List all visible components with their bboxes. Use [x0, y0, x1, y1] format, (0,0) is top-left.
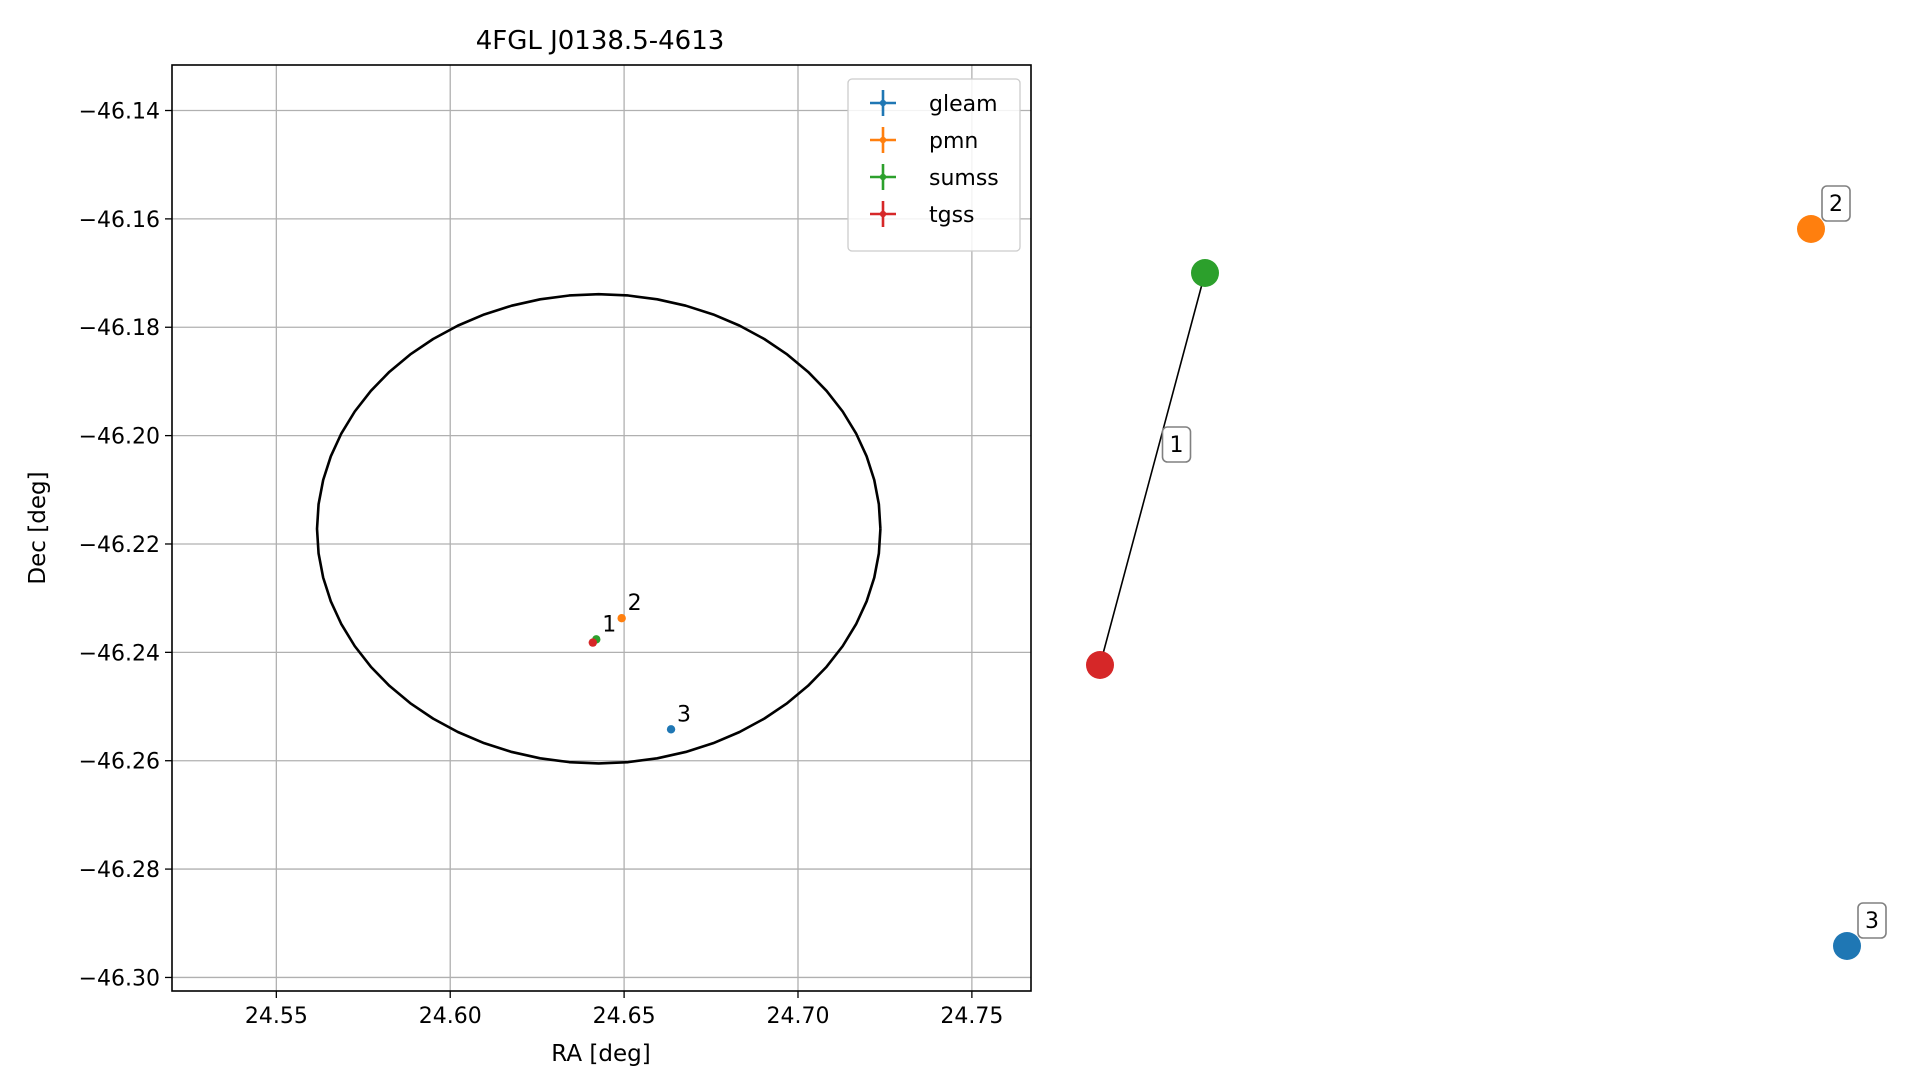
point-annotation: 2: [628, 591, 642, 616]
legend-label-gleam: gleam: [929, 92, 998, 117]
y-axis-ticks: −46.14 −46.16 −46.18 −46.20 −46.22 −46.24 −46.…: [79, 100, 172, 991]
legend-marker-dot-pmn: [879, 136, 887, 144]
node-label-box: [1821, 185, 1851, 222]
graph-edge: [1099, 272, 1206, 666]
legend-label-pmn: pmn: [929, 129, 978, 154]
y-tick-label: −46.20: [79, 425, 160, 450]
uncertainty-ellipse-layer: [315, 292, 882, 765]
y-tick-label: −46.18: [79, 316, 160, 341]
node-label-box: [1857, 902, 1887, 939]
y-tick-label: −46.26: [79, 750, 160, 775]
point-gleam: [666, 725, 676, 734]
graph-node-pmn: [1797, 215, 1825, 243]
node-label: 2: [1829, 192, 1843, 217]
edge-label-box: [1161, 426, 1192, 463]
x-tick-label: 24.70: [766, 1004, 829, 1029]
point-pmn: [617, 614, 626, 623]
graph-edges: 1: [1099, 272, 1206, 666]
sky-position-plot: 4FGL J0138.5-4613 123 24.55 24.60 24.65 24.…: [25, 26, 1032, 1067]
y-tick-label: −46.16: [79, 208, 160, 233]
x-axis-ticks: 24.55 24.60 24.65 24.70 24.75: [245, 991, 1003, 1029]
axes-frame: [171, 64, 1032, 992]
point-tgss: [588, 638, 598, 647]
x-tick-label: 24.55: [245, 1004, 308, 1029]
data-points: [588, 614, 676, 734]
graph-node-labels: 23: [1821, 185, 1887, 939]
uncertainty-ellipse: [315, 292, 882, 765]
point-annotations: 12 3: [602, 591, 691, 727]
point-annotation: 3: [677, 702, 691, 727]
grid-lines: [172, 65, 1031, 991]
legend-label-tgss: tgss: [929, 203, 975, 228]
y-axis-label: Dec [deg]: [25, 471, 51, 584]
legend: gleam pmn sumss tgss: [847, 78, 1021, 252]
edge-label: 1: [1170, 433, 1184, 458]
legend-label-sumss: sumss: [929, 166, 999, 191]
chart-title: 4FGL J0138.5-4613: [476, 26, 725, 56]
x-tick-label: 24.75: [940, 1004, 1003, 1029]
point-annotation: 1: [602, 612, 616, 637]
x-tick-label: 24.60: [419, 1004, 482, 1029]
graph-node-gleam: [1833, 932, 1861, 960]
x-axis-label: RA [deg]: [551, 1041, 650, 1067]
legend-marker-dot-sumss: [879, 173, 887, 181]
y-tick-label: −46.14: [79, 100, 160, 125]
x-tick-label: 24.65: [593, 1004, 656, 1029]
graph-node-sumss: [1191, 259, 1219, 287]
y-tick-label: −46.28: [79, 858, 160, 883]
graph-node-tgss: [1086, 651, 1114, 679]
legend-marker-dot-tgss: [879, 210, 887, 218]
graph-nodes: [1086, 215, 1861, 960]
node-label: 3: [1865, 909, 1879, 934]
legend-marker-dot-gleam: [879, 99, 887, 107]
y-tick-label: −46.30: [79, 966, 160, 991]
y-tick-label: −46.22: [79, 533, 160, 558]
legend-box: [847, 78, 1021, 252]
y-tick-label: −46.24: [79, 641, 160, 666]
association-graph: 1 23: [1086, 185, 1887, 960]
